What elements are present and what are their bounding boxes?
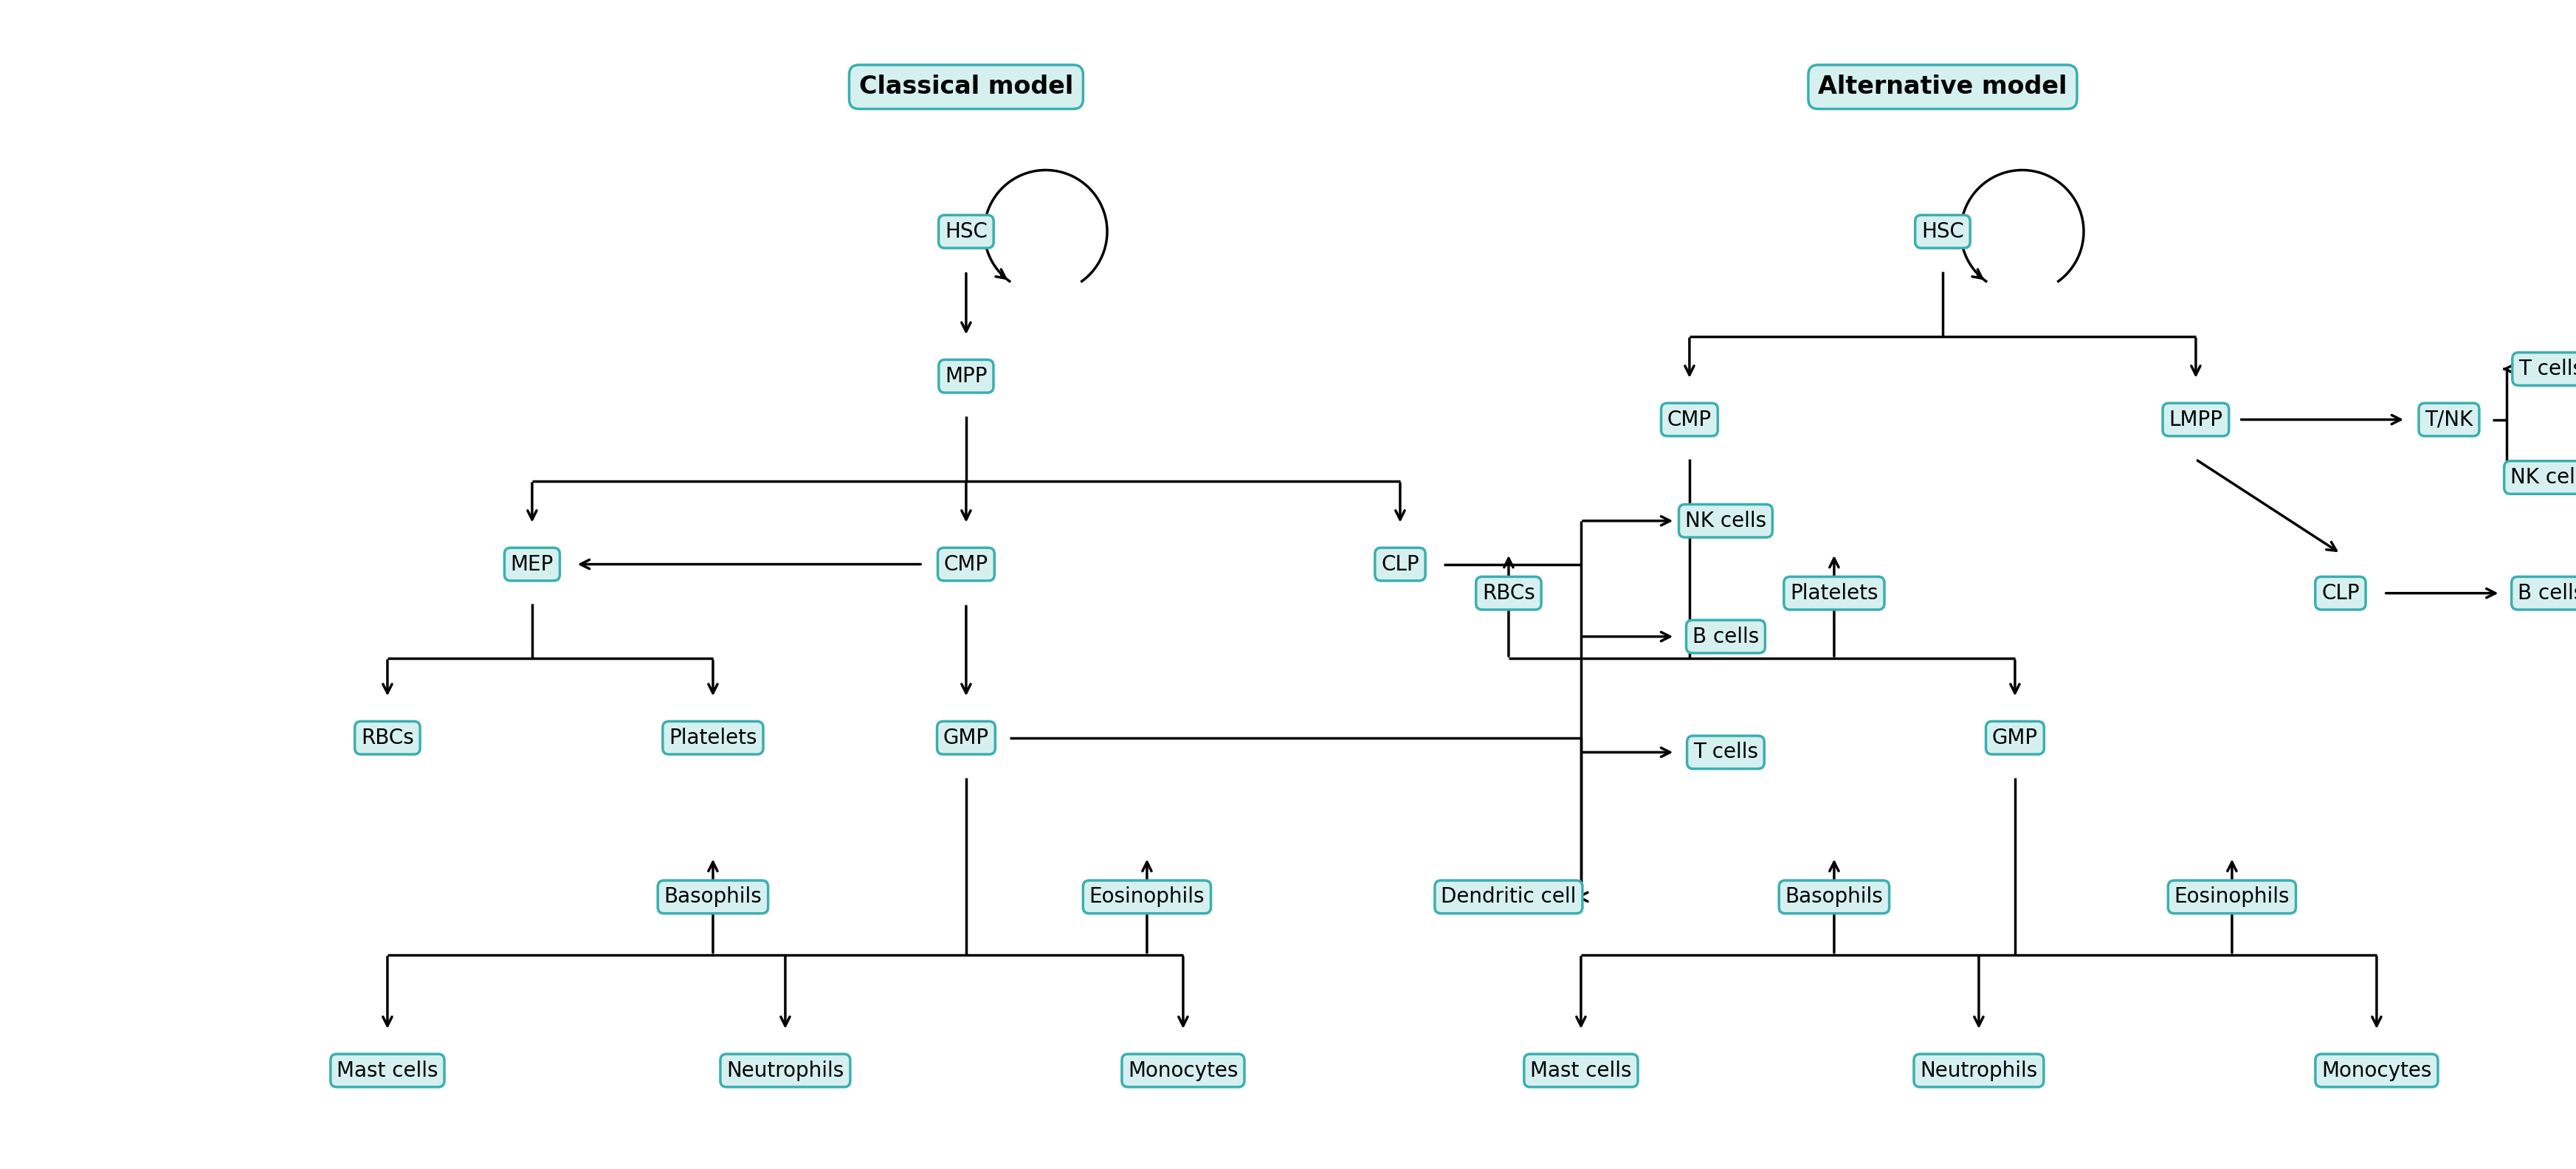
Text: CMP: CMP <box>1667 409 1710 430</box>
Text: CLP: CLP <box>1381 554 1419 575</box>
Text: CLP: CLP <box>2321 583 2360 603</box>
Text: LMPP: LMPP <box>2169 409 2223 430</box>
Text: Platelets: Platelets <box>1790 583 1878 603</box>
Text: CMP: CMP <box>943 554 989 575</box>
Text: B cells: B cells <box>1692 627 1759 646</box>
Text: T cells: T cells <box>2517 359 2576 379</box>
Text: GMP: GMP <box>943 727 989 748</box>
Text: MPP: MPP <box>945 366 987 387</box>
Text: Mast cells: Mast cells <box>337 1060 438 1081</box>
Text: RBCs: RBCs <box>1481 583 1535 603</box>
Text: Neutrophils: Neutrophils <box>726 1060 845 1081</box>
Text: MEP: MEP <box>510 554 554 575</box>
Text: GMP: GMP <box>1991 727 2038 748</box>
Text: T cells: T cells <box>1692 742 1757 762</box>
Text: Eosinophils: Eosinophils <box>2174 886 2290 907</box>
Text: RBCs: RBCs <box>361 727 415 748</box>
Text: Eosinophils: Eosinophils <box>1090 886 1206 907</box>
Text: Basophils: Basophils <box>1785 886 1883 907</box>
Text: B cells: B cells <box>2517 583 2576 603</box>
Text: Neutrophils: Neutrophils <box>1919 1060 2038 1081</box>
Text: T/NK: T/NK <box>2424 409 2473 430</box>
Text: Basophils: Basophils <box>665 886 762 907</box>
Text: NK cells: NK cells <box>1685 511 1765 531</box>
Text: Platelets: Platelets <box>670 727 757 748</box>
Text: Alternative model: Alternative model <box>1819 75 2066 99</box>
Text: Monocytes: Monocytes <box>2321 1060 2432 1081</box>
Text: Dendritic cell: Dendritic cell <box>1440 886 1577 907</box>
Text: HSC: HSC <box>945 221 987 242</box>
Text: Monocytes: Monocytes <box>1128 1060 1239 1081</box>
Text: Mast cells: Mast cells <box>1530 1060 1631 1081</box>
Text: HSC: HSC <box>1922 221 1963 242</box>
Text: Classical model: Classical model <box>858 75 1074 99</box>
Text: NK cells: NK cells <box>2509 468 2576 487</box>
